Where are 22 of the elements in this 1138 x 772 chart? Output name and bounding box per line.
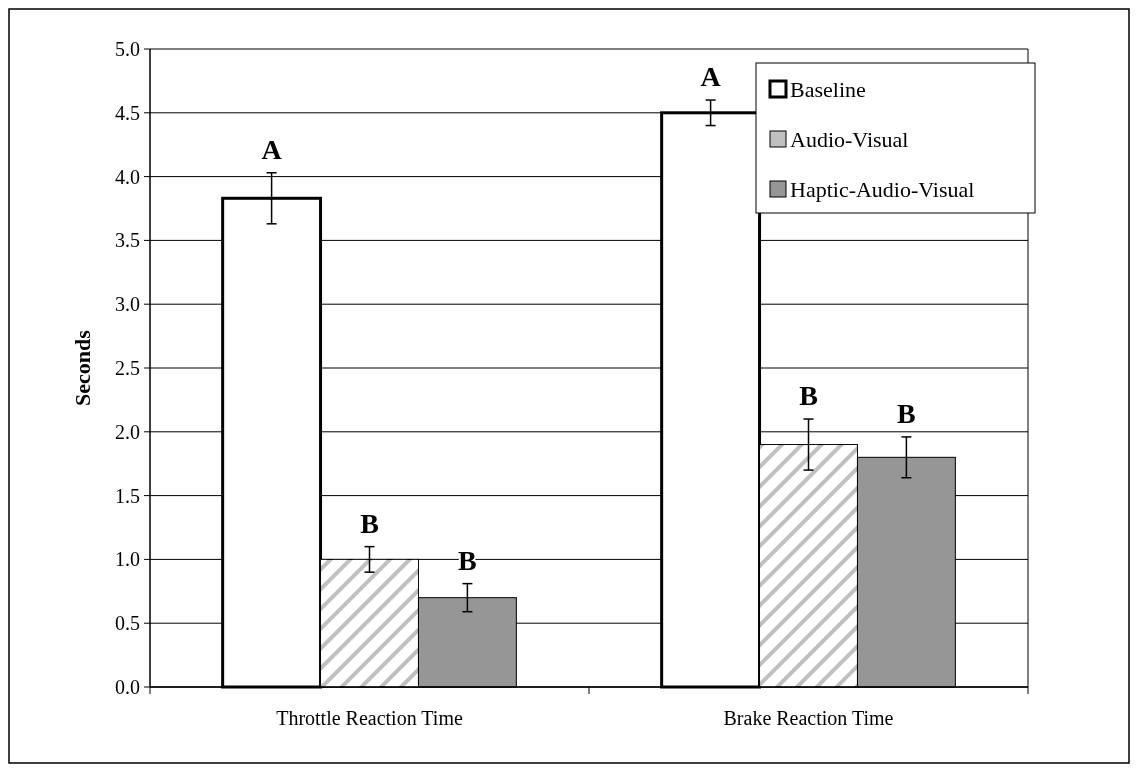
y-tick-label: 2.0	[115, 420, 140, 443]
x-tick-label: Brake Reaction Time	[723, 707, 894, 729]
y-tick-label: 2.5	[115, 357, 140, 379]
data-label: B	[799, 380, 818, 412]
y-tick-label: 0.0	[115, 676, 140, 698]
y-tick-label: 3.5	[115, 229, 140, 252]
data-label: A	[700, 61, 722, 93]
legend-label: Audio-Visual	[790, 126, 909, 152]
y-axis-title: Seconds	[70, 329, 95, 406]
y-tick-label: 5.0	[115, 38, 140, 60]
y-tick-label: 3.0	[115, 293, 140, 316]
y-tick-label: 1.0	[115, 548, 140, 571]
y-tick-label: 4.0	[115, 165, 140, 188]
legend-label: Baseline	[790, 76, 866, 102]
y-tick-label: 0.5	[115, 612, 140, 635]
x-tick-label: Throttle Reaction Time	[276, 707, 463, 729]
data-label: B	[360, 507, 379, 539]
legend-label: Haptic-Audio-Visual	[790, 176, 975, 202]
y-tick-label: 1.5	[115, 484, 140, 507]
data-label: A	[261, 133, 283, 165]
y-tick-label: 4.5	[115, 101, 140, 124]
data-label: B	[897, 397, 916, 429]
